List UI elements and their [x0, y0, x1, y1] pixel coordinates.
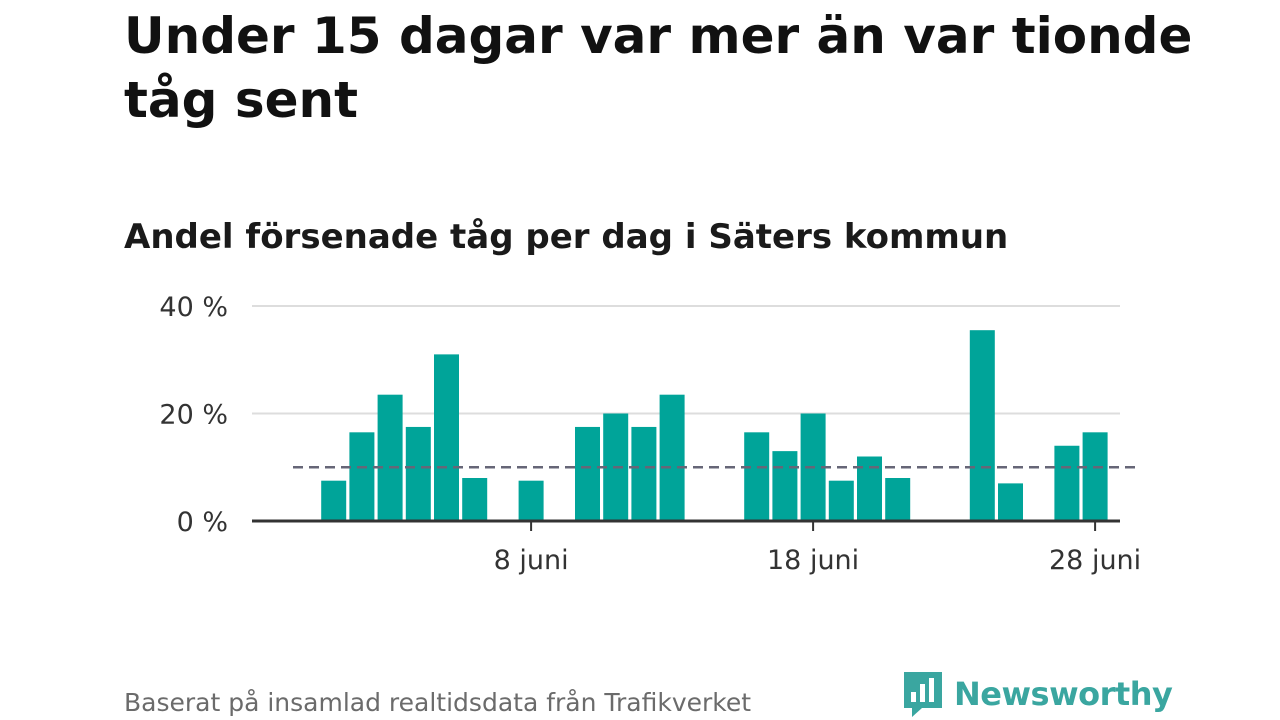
y-tick-label: 0 % [177, 507, 228, 538]
x-tick-label: 28 juni [1049, 545, 1141, 576]
chart-subtitle: Andel försenade tåg per dag i Säters kom… [124, 217, 1009, 257]
logo-text: Newsworthy [954, 675, 1173, 713]
bar [405, 426, 431, 521]
x-tick-label: 8 juni [494, 545, 569, 576]
bar [1082, 432, 1108, 521]
y-tick-label: 40 % [159, 292, 228, 323]
bar [1054, 445, 1080, 521]
bar [969, 330, 995, 521]
y-tick-label: 20 % [159, 400, 228, 431]
bar [885, 478, 911, 521]
bar [772, 451, 798, 521]
bar [462, 478, 488, 521]
x-tick-label: 18 juni [767, 545, 859, 576]
bar [575, 426, 600, 521]
bar [349, 432, 375, 521]
bar [518, 480, 544, 521]
source-note: Baserat på insamlad realtidsdata från Tr… [124, 688, 752, 717]
bar [434, 354, 459, 521]
bar [828, 480, 854, 521]
chart-title: Under 15 dagar var mer än var tionde tåg… [124, 7, 1193, 129]
bar [321, 480, 347, 521]
bar [744, 432, 770, 521]
bar [377, 394, 403, 521]
bars [321, 330, 1108, 521]
newsworthy-logo: Newsworthy [902, 670, 1173, 718]
bar [998, 483, 1023, 521]
bar [659, 394, 685, 521]
newsworthy-chart-icon [904, 672, 942, 717]
bar [631, 426, 657, 521]
axes: 0 % 20 % 40 % 8 juni 18 juni 28 juni [159, 292, 1141, 576]
